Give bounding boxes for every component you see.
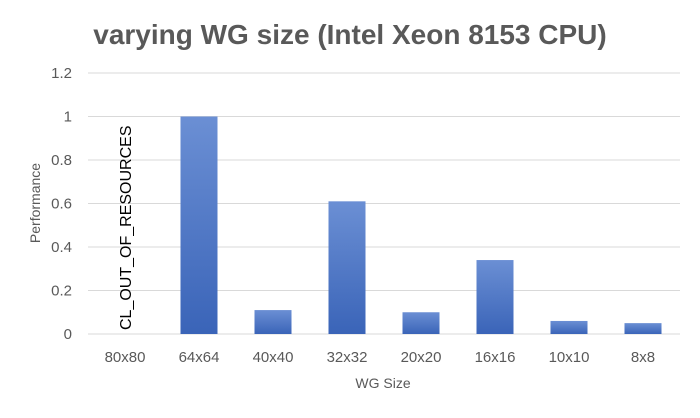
bars [180, 116, 662, 334]
y-tick-label: 0.2 [51, 283, 72, 300]
gridlines [88, 72, 680, 335]
y-tick-label: 0.4 [51, 239, 72, 256]
bar-16x16 [476, 260, 514, 334]
x-tick-label: 20x20 [401, 349, 442, 366]
bar-32x32 [328, 201, 366, 334]
x-tick-label: 40x40 [253, 349, 294, 366]
x-tick-label: 80x80 [105, 349, 146, 366]
y-tick-label: 0.8 [51, 152, 72, 169]
x-tick-label: 10x10 [549, 349, 590, 366]
x-axis-label: WG Size [355, 375, 410, 391]
x-tick-label: 32x32 [327, 349, 368, 366]
bar-64x64 [180, 116, 218, 334]
bar-10x10 [550, 320, 588, 334]
bar-20x20 [402, 312, 440, 334]
y-tick-label: 1 [64, 109, 72, 126]
x-tick-label: 16x16 [475, 349, 516, 366]
x-tick-label: 8x8 [631, 349, 655, 366]
y-tick-label: 1.2 [51, 65, 72, 82]
x-axis-ticks: 80x80 64x64 40x40 32x32 20x20 16x16 10x10 8x8 [105, 349, 656, 366]
y-tick-label: 0 [64, 326, 72, 343]
y-tick-label: 0.6 [51, 196, 72, 213]
out-of-resources-annotation: CL_OUT_OF_RESOURCES [118, 126, 135, 331]
bar-40x40 [254, 310, 292, 334]
y-axis-label: Performance [27, 163, 43, 243]
x-tick-label: 64x64 [179, 349, 220, 366]
bar-8x8 [624, 323, 662, 334]
chart-title: varying WG size (Intel Xeon 8153 CPU) [93, 19, 606, 50]
y-axis-ticks: 0 0.2 0.4 0.6 0.8 1 1.2 [51, 65, 72, 343]
